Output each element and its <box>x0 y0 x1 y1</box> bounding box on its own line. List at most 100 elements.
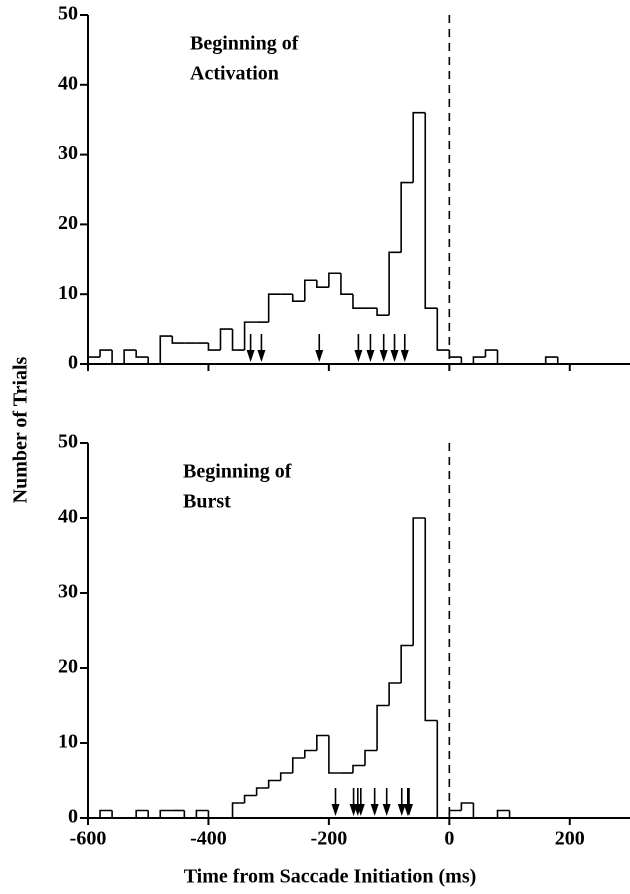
arrow <box>366 334 375 362</box>
arrow-head <box>354 350 363 362</box>
histogram-bar <box>279 772 293 781</box>
histogram-bar <box>460 357 474 365</box>
histogram-bar <box>376 308 390 316</box>
histogram-bar <box>412 517 426 646</box>
arrow-head <box>257 350 266 362</box>
annotation: Beginning of <box>183 461 292 483</box>
histogram-bar <box>436 308 450 351</box>
y-tick-label: 0 <box>68 806 78 828</box>
arrow-head <box>397 804 406 816</box>
histogram-bar <box>304 279 317 302</box>
histogram-bar <box>340 273 353 295</box>
histogram-bar <box>304 749 317 758</box>
histogram-bar <box>400 181 414 253</box>
x-tick-label: 0 <box>444 828 454 850</box>
arrow-head <box>246 350 255 362</box>
histogram-bar <box>496 350 510 365</box>
histogram-bar <box>484 349 498 358</box>
histogram-bar <box>135 350 149 358</box>
arrow <box>379 334 388 362</box>
y-tick-label: 50 <box>58 3 78 25</box>
x-tick-label: -400 <box>190 828 227 850</box>
arrow <box>354 334 363 362</box>
arrow <box>257 334 266 362</box>
histogram-bar <box>219 328 233 351</box>
histogram-bar <box>231 329 245 351</box>
x-tick-label: 200 <box>555 828 585 850</box>
arrow-head <box>404 804 413 816</box>
arrow-head <box>356 804 365 816</box>
histogram-bar <box>472 803 486 819</box>
histogram-bar <box>556 357 570 365</box>
histogram-bar <box>267 779 281 788</box>
y-tick-label: 40 <box>58 72 78 94</box>
x-tick-label: -200 <box>311 828 348 850</box>
histogram-bar <box>328 272 341 288</box>
arrow <box>349 788 358 816</box>
histogram-bar <box>364 749 378 766</box>
histogram-bar <box>436 720 450 819</box>
histogram-bar <box>328 735 341 774</box>
histogram-bar <box>544 356 558 364</box>
arrow-head <box>379 350 388 362</box>
arrow-head <box>382 804 391 816</box>
histogram-bar <box>195 809 209 818</box>
arrow <box>382 788 391 816</box>
y-tick-label: 40 <box>58 506 78 528</box>
histogram-bar <box>135 809 149 818</box>
histogram-bar <box>316 734 329 751</box>
x-axis-label: Time from Saccade Initiation (ms) <box>184 866 477 888</box>
histogram-bar <box>207 810 221 819</box>
arrow <box>400 334 409 362</box>
y-tick-label: 10 <box>58 282 78 304</box>
arrow-head <box>400 350 409 362</box>
histogram-bar <box>376 704 390 751</box>
arrow-head <box>315 350 324 362</box>
histogram-bar <box>448 809 462 818</box>
histogram-bar <box>316 280 329 289</box>
arrow-head <box>331 804 340 816</box>
histogram-bar <box>159 809 173 818</box>
histogram-bar <box>255 787 269 796</box>
histogram-bar <box>352 294 366 309</box>
histogram-bar <box>99 809 113 818</box>
histogram-bar <box>424 112 438 309</box>
arrow <box>397 788 406 816</box>
histogram-bar <box>87 356 101 364</box>
histogram-bar <box>291 294 305 302</box>
arrow-head <box>366 350 375 362</box>
y-tick-label: 10 <box>58 731 78 753</box>
histogram-bar <box>171 336 185 344</box>
arrow <box>356 788 365 816</box>
histogram-bar <box>412 111 426 183</box>
histogram-bar <box>424 518 438 722</box>
arrow <box>331 788 340 816</box>
arrow <box>315 334 324 362</box>
histogram-bar <box>99 349 113 358</box>
histogram-bar <box>267 293 281 323</box>
y-axis-label: Number of Trials <box>10 356 32 503</box>
histogram-bar <box>159 335 173 364</box>
arrow <box>390 334 399 362</box>
y-tick-label: 50 <box>58 431 78 453</box>
histogram-bar <box>388 251 402 316</box>
x-tick-label: -600 <box>70 828 107 850</box>
y-tick-label: 20 <box>58 656 78 678</box>
histogram-bar <box>183 810 197 819</box>
arrow <box>370 788 379 816</box>
histogram-bar <box>388 682 402 706</box>
annotation: Beginning of <box>190 33 299 55</box>
histogram-bar <box>460 802 474 811</box>
arrow-head <box>390 350 399 362</box>
arrow-head <box>370 804 379 816</box>
annotation: Burst <box>183 491 231 513</box>
histogram-bar <box>111 350 125 365</box>
histogram-bar <box>243 794 257 803</box>
histogram-bar <box>508 810 522 819</box>
y-tick-label: 30 <box>58 581 78 603</box>
histogram-bar <box>111 810 125 819</box>
histogram-bar <box>400 644 414 683</box>
histogram-bar <box>123 349 137 364</box>
histogram-bar <box>147 810 161 819</box>
